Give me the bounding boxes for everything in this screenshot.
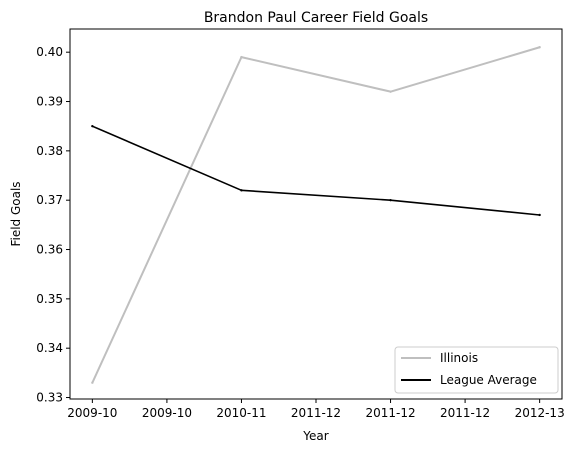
plot-area-frame	[69, 28, 563, 400]
y-tick-label: 0.35	[36, 292, 63, 306]
series-line-illinois	[91, 46, 540, 384]
legend-box	[394, 346, 559, 394]
x-axis-label: Year	[302, 429, 328, 443]
x-tick-label: 2011-12	[440, 406, 490, 420]
y-tick-label: 0.40	[36, 45, 63, 59]
y-tick-label: 0.34	[36, 341, 63, 355]
y-tick-label: 0.37	[36, 193, 63, 207]
x-tick-label: 2012-13	[515, 406, 565, 420]
legend-label: League Average	[440, 373, 537, 387]
legend: Illinois League Average	[394, 346, 559, 394]
legend-label: Illinois	[440, 351, 478, 365]
data-point	[91, 381, 94, 384]
data-point	[91, 124, 94, 128]
x-tick-label: 2010-11	[216, 406, 266, 420]
chart-title: Brandon Paul Career Field Goals	[204, 10, 428, 26]
x-tick-label: 2011-12	[365, 406, 415, 420]
y-tick-label: 0.33	[36, 391, 63, 405]
data-point	[538, 46, 541, 49]
data-point	[389, 90, 392, 93]
x-axis: 2009-10 2009-10 2010-11 2011-12 2011-12 2011-…	[67, 399, 565, 420]
y-axis: 0.33 0.34 0.35 0.36 0.37 0.38 0.39 0.40	[36, 45, 70, 405]
data-point	[389, 198, 392, 202]
y-tick-label: 0.39	[36, 95, 63, 109]
series-layer	[91, 46, 541, 384]
x-tick-label: 2009-10	[142, 406, 192, 420]
y-tick-label: 0.36	[36, 243, 63, 257]
data-point	[240, 55, 243, 59]
y-tick-label: 0.38	[36, 144, 63, 158]
y-axis-label: Field Goals	[9, 181, 23, 246]
data-point	[538, 213, 541, 217]
x-tick-label: 2009-10	[67, 406, 117, 420]
data-point	[240, 189, 243, 192]
series-line-league-average	[92, 125, 540, 216]
x-tick-label: 2011-12	[291, 406, 341, 420]
